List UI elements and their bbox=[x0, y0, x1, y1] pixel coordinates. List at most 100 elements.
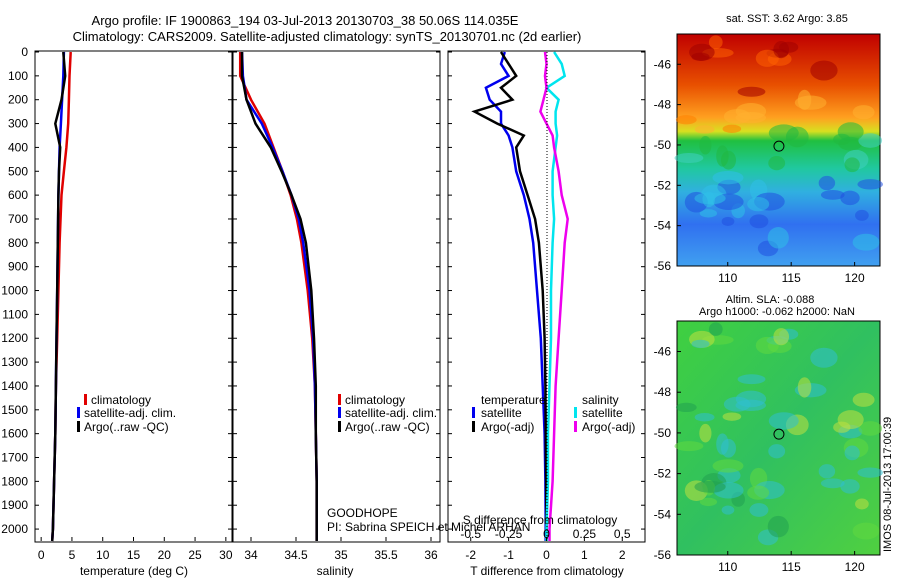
map-texture-cell bbox=[840, 479, 860, 494]
series-line-argo-raw-qc- bbox=[50, 51, 67, 542]
map-texture-cell bbox=[722, 124, 742, 134]
map-texture-cell bbox=[674, 152, 704, 164]
depth-tick-label: 300 bbox=[8, 117, 28, 131]
map-texture-cell bbox=[694, 480, 726, 493]
map-texture-cell bbox=[699, 135, 712, 155]
x-tick-label: -2 bbox=[465, 548, 476, 562]
map-texture-cell bbox=[855, 209, 869, 221]
map-texture-cell bbox=[708, 35, 723, 50]
legend-label: climatology bbox=[91, 393, 151, 407]
s-tick-label: -0.5 bbox=[460, 527, 481, 541]
map-texture-cell bbox=[768, 156, 786, 171]
map-texture-cell bbox=[768, 444, 786, 459]
depth-tick-label: 1000 bbox=[1, 284, 28, 298]
map-texture-cell bbox=[857, 467, 883, 478]
x-tick-label: 30 bbox=[219, 548, 233, 562]
difference-s-ticks: -0.5 -0.25 0 0.25 0.5 bbox=[460, 527, 631, 541]
map-texture-cell bbox=[675, 115, 697, 125]
depth-tick-label: 900 bbox=[8, 260, 28, 274]
depth-tick-label: 1100 bbox=[2, 307, 28, 321]
map-texture-cell bbox=[773, 40, 790, 59]
map-texture-cell bbox=[721, 216, 735, 226]
map-texture-cell bbox=[768, 412, 799, 430]
lat-tick-label: -46 bbox=[654, 57, 672, 71]
depth-tick-label: 1400 bbox=[1, 379, 28, 393]
map-texture-cell bbox=[712, 459, 744, 473]
map-texture-cell bbox=[858, 133, 883, 148]
legend-swatch-climatology bbox=[338, 394, 341, 405]
map-texture-cell bbox=[694, 192, 726, 205]
lon-tick-label: 120 bbox=[845, 560, 865, 574]
map-texture-cell bbox=[699, 423, 712, 443]
legend-label: Argo(-adj) bbox=[582, 420, 635, 434]
legend-label: satellite bbox=[582, 406, 623, 420]
map-texture-cell bbox=[755, 336, 779, 355]
legend-swatch-s-argo bbox=[574, 421, 577, 432]
x-tick-label: 1 bbox=[581, 548, 588, 562]
map-texture-cell bbox=[797, 377, 812, 398]
x-tick-label: 0 bbox=[38, 548, 45, 562]
legend-title-temperature: temperature bbox=[481, 393, 546, 407]
lat-tick-label: -52 bbox=[654, 467, 672, 481]
map-texture-cell bbox=[694, 413, 715, 422]
map-texture-cell bbox=[837, 122, 864, 142]
legend-label: Argo(-adj) bbox=[481, 420, 534, 434]
difference-legend: temperature salinity satellite Argo(-adj… bbox=[472, 393, 635, 434]
s-tick-label: 0 bbox=[543, 527, 550, 541]
depth-tick-label: 2000 bbox=[1, 522, 28, 536]
map-texture-cell bbox=[840, 190, 860, 206]
depth-tick-label: 1700 bbox=[1, 451, 28, 465]
difference-t-xlabel: T difference from climatology bbox=[470, 564, 624, 578]
map-texture-cell bbox=[722, 412, 742, 421]
map-texture-cell bbox=[735, 102, 767, 120]
legend-label: satellite-adj. clim. bbox=[84, 406, 176, 420]
legend-swatch-argo bbox=[77, 421, 80, 432]
sst-map-x-ticks: 110 115 120 bbox=[718, 262, 865, 285]
map-texture-cell bbox=[747, 197, 770, 212]
legend-swatch-satellite bbox=[77, 407, 80, 418]
map-texture-cell bbox=[749, 503, 769, 517]
map-texture-cell bbox=[674, 441, 704, 452]
depth-tick-label: 100 bbox=[8, 69, 28, 83]
depth-axis: 0 100 200 300 400 500 600 700 800 900 1000 1100 1200… bbox=[1, 45, 645, 536]
sst-map-texture bbox=[674, 35, 883, 257]
map-texture-cell bbox=[691, 339, 710, 349]
map-texture-cell bbox=[844, 445, 860, 461]
depth-tick-label: 800 bbox=[8, 236, 28, 250]
map-texture-cell bbox=[773, 328, 790, 346]
sla-title-line1: Altim. SLA: -0.088 bbox=[726, 294, 815, 306]
difference-series bbox=[471, 51, 569, 541]
lat-tick-label: -56 bbox=[654, 259, 672, 273]
map-texture-cell bbox=[810, 347, 838, 368]
map-texture-cell bbox=[699, 209, 718, 218]
legend-swatch-satellite bbox=[338, 407, 341, 418]
map-texture-cell bbox=[694, 125, 715, 134]
sla-title-line2: Argo h1000: -0.062 h2000: NaN bbox=[699, 306, 855, 318]
x-tick-label: 0 bbox=[543, 548, 550, 562]
lat-tick-label: -54 bbox=[654, 219, 672, 233]
legend-swatch-t-argo bbox=[472, 421, 475, 432]
temperature-xlabel: temperature (deg C) bbox=[80, 564, 188, 578]
sla-map-texture bbox=[674, 322, 883, 546]
map-texture-cell bbox=[855, 498, 869, 510]
map-texture-cell bbox=[858, 421, 883, 436]
x-tick-label: 25 bbox=[188, 548, 202, 562]
difference-s-xlabel: S difference from climatology bbox=[463, 513, 618, 527]
lat-tick-label: -56 bbox=[654, 548, 672, 562]
depth-tick-label: 1900 bbox=[1, 498, 28, 512]
series-line-s-satellite bbox=[544, 51, 567, 541]
lat-tick-label: -52 bbox=[654, 178, 672, 192]
legend-title-salinity: salinity bbox=[582, 393, 619, 407]
map-texture-cell bbox=[737, 374, 766, 385]
salinity-x-ticks: 34 34.5 35 35.5 36 bbox=[244, 537, 438, 562]
temperature-x-ticks: 0 5 10 15 20 25 30 bbox=[38, 537, 233, 562]
map-texture-cell bbox=[820, 189, 845, 200]
title-line1: Argo profile: IF 1900863_194 03-Jul-2013… bbox=[92, 13, 519, 28]
s-tick-label: 0.5 bbox=[614, 527, 631, 541]
x-tick-label: 35 bbox=[334, 548, 348, 562]
map-texture-cell bbox=[767, 227, 789, 249]
map-texture-cell bbox=[797, 89, 812, 111]
map-texture-cell bbox=[818, 464, 836, 479]
argo-location-marker bbox=[773, 140, 785, 152]
